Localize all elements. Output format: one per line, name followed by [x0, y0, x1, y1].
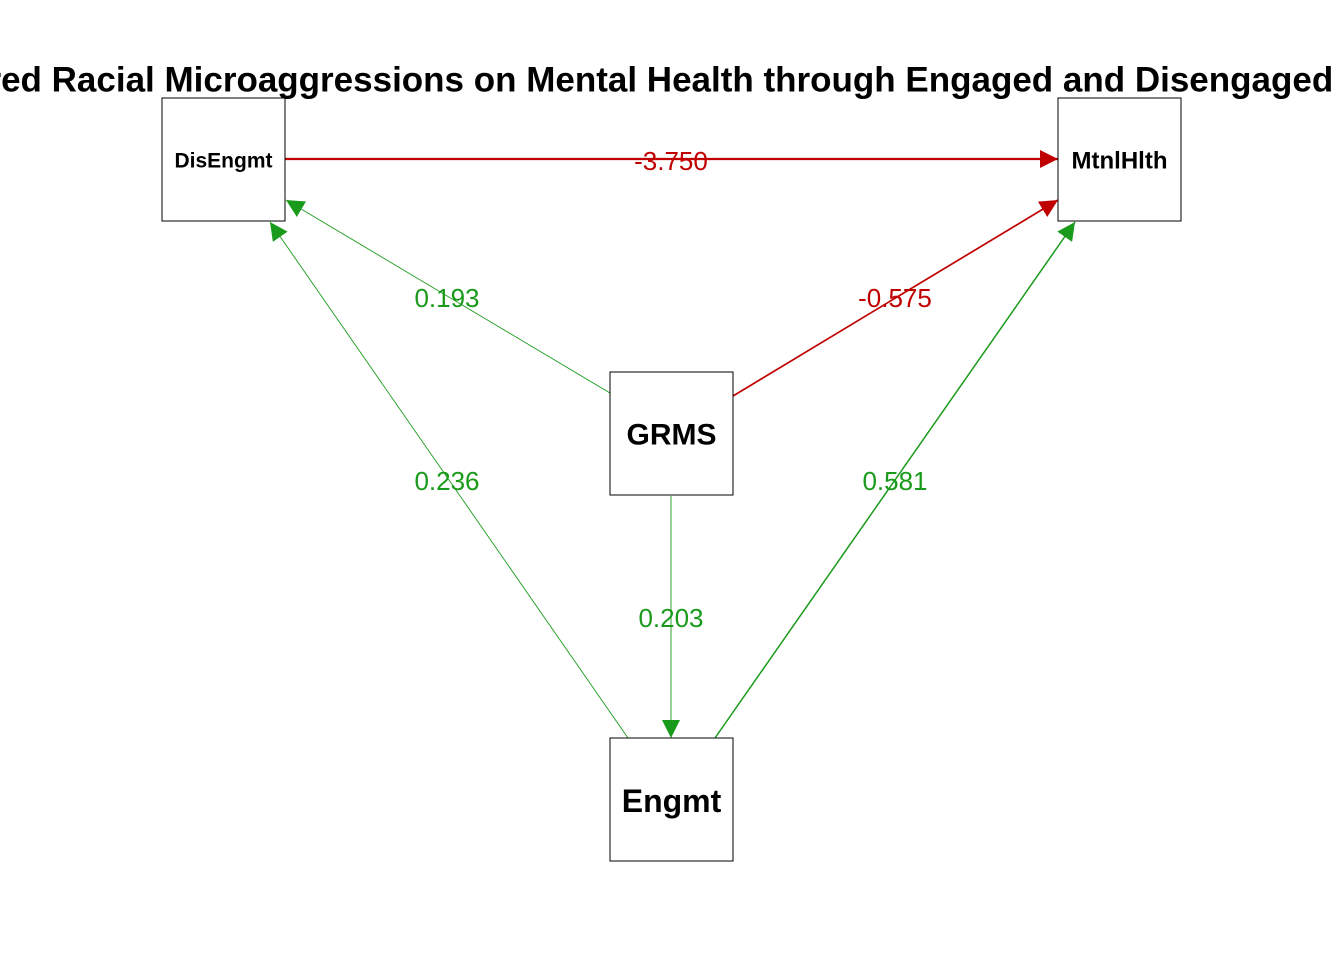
edge-label-grms-disengmt: 0.193 — [414, 283, 479, 313]
diagram-title: Gendered Racial Microaggressions on Ment… — [0, 61, 1344, 100]
node-label-disengmt: DisEngmt — [174, 150, 272, 173]
edge-grms-mtnlhlth — [732, 199, 1059, 397]
node-label-engmt: Engmt — [622, 783, 722, 819]
node-label-mtnlhlth: MtnlHlth — [1072, 148, 1168, 175]
node-grms: GRMS — [609, 371, 734, 496]
node-engmt: Engmt — [609, 737, 734, 862]
node-label-grms: GRMS — [627, 419, 717, 452]
edge-label-grms-engmt: 0.203 — [638, 603, 703, 633]
edge-label-engmt-mtnlhlth: 0.581 — [862, 466, 927, 496]
edge-engmt-disengmt — [269, 221, 629, 739]
edges-layer — [269, 150, 1076, 739]
edge-label-grms-mtnlhlth: -0.575 — [858, 283, 932, 313]
edge-label-engmt-disengmt: 0.236 — [414, 466, 479, 496]
edge-engmt-mtnlhlth — [714, 221, 1076, 739]
edge-labels-layer: -3.750 0.193 -0.575 0.236 0.581 0.203 — [414, 146, 931, 633]
nodes-layer: DisEngmt MtnlHlth GRMS Engmt — [161, 97, 1182, 862]
node-disengmt: DisEngmt — [161, 97, 286, 222]
node-mtnlhlth: MtnlHlth — [1057, 97, 1182, 222]
edge-label-disengmt-mtnlhlth: -3.750 — [634, 146, 708, 176]
edge-grms-disengmt — [285, 199, 611, 394]
